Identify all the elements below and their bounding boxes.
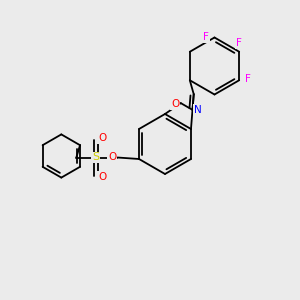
Text: O: O: [108, 152, 116, 163]
Text: S: S: [92, 152, 99, 163]
Text: N: N: [194, 105, 202, 115]
Text: O: O: [98, 133, 106, 143]
Text: F: F: [245, 74, 251, 84]
Text: F: F: [236, 38, 242, 48]
Text: F: F: [203, 32, 209, 43]
Text: O: O: [98, 172, 106, 182]
Text: O: O: [171, 99, 179, 109]
